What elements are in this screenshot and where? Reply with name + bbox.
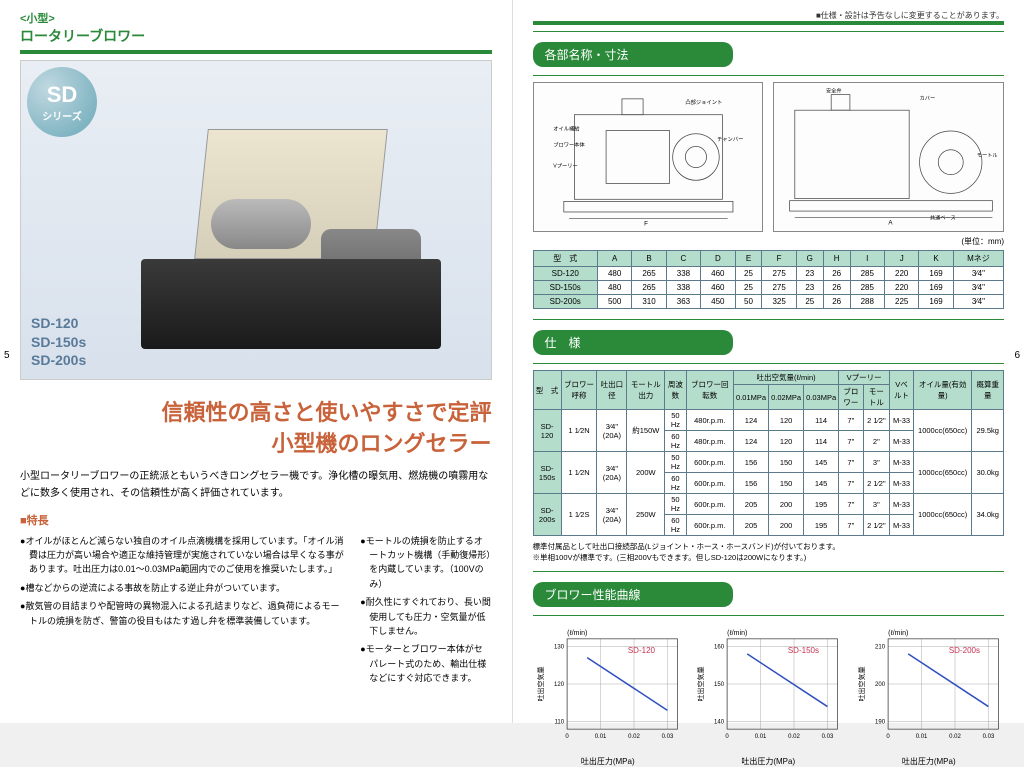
lead-text: 小型ロータリーブロワーの正統派ともいうべきロングセラー機です。浄化槽の曝気用、燃… (20, 468, 492, 502)
feature-item: モーターとブロワー本体がセパレート式のため、輸出仕様などにすぐ対応できます。 (360, 642, 491, 685)
model-item: SD-120 (31, 314, 86, 332)
charts-row: (ℓ/min)11012013000.010.020.03SD-120吐出空気量… (533, 622, 1005, 767)
svg-text:吐出空気量: 吐出空気量 (696, 666, 705, 701)
svg-text:安全弁: 安全弁 (826, 87, 842, 95)
svg-text:0.01: 0.01 (915, 734, 927, 740)
svg-text:0.01: 0.01 (594, 734, 606, 740)
feature-item: 散気管の目詰まりや配管時の異物混入による孔詰まりなど、過負荷によるモートルの焼損… (20, 599, 346, 628)
chart-x-label: 吐出圧力(MPa) (693, 756, 844, 767)
catalog-spread: <小型> ロータリーブロワー SD シリーズ SD-120 SD-150s SD… (0, 0, 1024, 723)
performance-chart: (ℓ/min)14015016000.010.020.03SD-150s吐出空気… (693, 622, 844, 767)
chart-x-label: 吐出圧力(MPa) (854, 756, 1005, 767)
features-col1: オイルがほとんど減らない独自のオイル点滴機構を採用しています。「オイル消費は圧力… (20, 534, 346, 690)
svg-text:共通ベース: 共通ベース (930, 213, 956, 221)
model-item: SD-150s (31, 333, 86, 351)
svg-text:SD-200s: SD-200s (948, 646, 979, 655)
svg-text:吐出空気量: 吐出空気量 (536, 666, 545, 701)
svg-text:160: 160 (714, 644, 725, 650)
svg-text:130: 130 (554, 644, 565, 650)
feature-item: モートルの焼損を防止するオートカット機構（手動復帰形）を内蔵しています。（100… (360, 534, 491, 592)
badge-sd: SD (47, 82, 78, 108)
svg-text:SD-150s: SD-150s (788, 646, 819, 655)
svg-text:モートル: モートル (977, 152, 998, 159)
features-heading: ■特長 (20, 512, 492, 528)
model-list: SD-120 SD-150s SD-200s (31, 314, 86, 369)
headline-l1: 信頼性の高さと使いやすさで定評 (20, 398, 492, 429)
page-number-left: 5 (4, 350, 10, 361)
svg-text:150: 150 (714, 682, 725, 688)
section-curves: ブロワー性能曲線 (533, 582, 733, 607)
svg-text:チャンバー: チャンバー (717, 136, 743, 143)
section-dims: 各部名称・寸法 (533, 42, 733, 67)
svg-text:120: 120 (554, 682, 565, 688)
svg-text:ブロワー本体: ブロワー本体 (553, 140, 585, 148)
svg-text:オイル補給: オイル補給 (553, 125, 580, 133)
product-render (141, 129, 441, 349)
badge-series: シリーズ (42, 108, 82, 123)
product-name: ロータリーブロワー (20, 26, 492, 46)
page-left: <小型> ロータリーブロワー SD シリーズ SD-120 SD-150s SD… (0, 0, 513, 723)
top-note: ■仕様・設計は予告なしに変更することがあります。 (533, 10, 1005, 21)
svg-text:カバー: カバー (920, 95, 936, 102)
headline-l2: 小型機のロングセラー (20, 429, 492, 460)
rule-top (20, 50, 492, 54)
svg-text:0: 0 (886, 734, 890, 740)
dimension-table: 型 式ABCDEFGHIJKMネジSD-12048026533846025275… (533, 250, 1005, 309)
svg-text:0: 0 (565, 734, 569, 740)
svg-text:Vプーリー: Vプーリー (553, 163, 578, 170)
svg-text:0.02: 0.02 (788, 734, 800, 740)
diagram-side: A 安全弁 カバー モートル 共通ベース (773, 82, 1004, 232)
performance-chart: (ℓ/min)19020021000.010.020.03SD-200s吐出空気… (854, 622, 1005, 767)
svg-text:F: F (644, 221, 648, 228)
chart-x-label: 吐出圧力(MPa) (533, 756, 684, 767)
category-label: <小型> (20, 10, 492, 26)
svg-text:(ℓ/min): (ℓ/min) (727, 630, 747, 637)
svg-text:0.02: 0.02 (628, 734, 640, 740)
spec-table: 型 式ブロワー呼称吐出口径モートル出力周波数ブロワー回転数吐出空気量(ℓ/min… (533, 370, 1005, 536)
svg-text:0.02: 0.02 (949, 734, 961, 740)
feature-item: 耐久性にすぐれており、長い間使用しても圧力・空気量が低下しません。 (360, 595, 491, 638)
series-badge: SD シリーズ (27, 67, 97, 137)
features-columns: オイルがほとんど減らない独自のオイル点滴機構を採用しています。「オイル消費は圧力… (20, 534, 492, 690)
svg-text:(ℓ/min): (ℓ/min) (888, 630, 908, 637)
svg-text:SD-120: SD-120 (627, 646, 655, 655)
unit-note: (単位：mm) (533, 236, 1005, 247)
model-item: SD-200s (31, 351, 86, 369)
headline: 信頼性の高さと使いやすさで定評 小型機のロングセラー (20, 398, 492, 460)
svg-text:0: 0 (725, 734, 729, 740)
svg-text:0.03: 0.03 (982, 734, 994, 740)
section-spec: 仕 様 (533, 330, 733, 355)
svg-text:0.01: 0.01 (755, 734, 767, 740)
features-col2: モートルの焼損を防止するオートカット機構（手動復帰形）を内蔵しています。（100… (360, 534, 491, 690)
svg-text:A: A (889, 220, 894, 227)
diagram-front: F オイル補給 ブロワー本体 Vプーリー 凸部ジョイント チャンバー (533, 82, 764, 232)
svg-text:(ℓ/min): (ℓ/min) (567, 630, 587, 637)
page-number-right: 6 (1014, 350, 1020, 361)
feature-item: オイルがほとんど減らない独自のオイル点滴機構を採用しています。「オイル消費は圧力… (20, 534, 346, 577)
performance-chart: (ℓ/min)11012013000.010.020.03SD-120吐出空気量… (533, 622, 684, 767)
svg-text:吐出空気量: 吐出空気量 (857, 666, 866, 701)
svg-text:0.03: 0.03 (661, 734, 673, 740)
svg-text:0.03: 0.03 (822, 734, 834, 740)
spec-note: 標準付属品として吐出口接続部品(Lジョイント・ホース・ホースバンド)が付いており… (533, 542, 1005, 563)
rule-top (533, 21, 1005, 25)
svg-text:210: 210 (875, 644, 886, 650)
svg-text:200: 200 (875, 682, 886, 688)
hero-photo: SD シリーズ SD-120 SD-150s SD-200s (20, 60, 492, 380)
page-right: ■仕様・設計は予告なしに変更することがあります。 6 各部名称・寸法 F オイル… (513, 0, 1024, 723)
feature-item: 槽などからの逆流による事故を防止する逆止弁がついています。 (20, 581, 346, 595)
diagram-area: F オイル補給 ブロワー本体 Vプーリー 凸部ジョイント チャンバー A (533, 82, 1005, 232)
svg-text:凸部ジョイント: 凸部ジョイント (685, 98, 722, 106)
